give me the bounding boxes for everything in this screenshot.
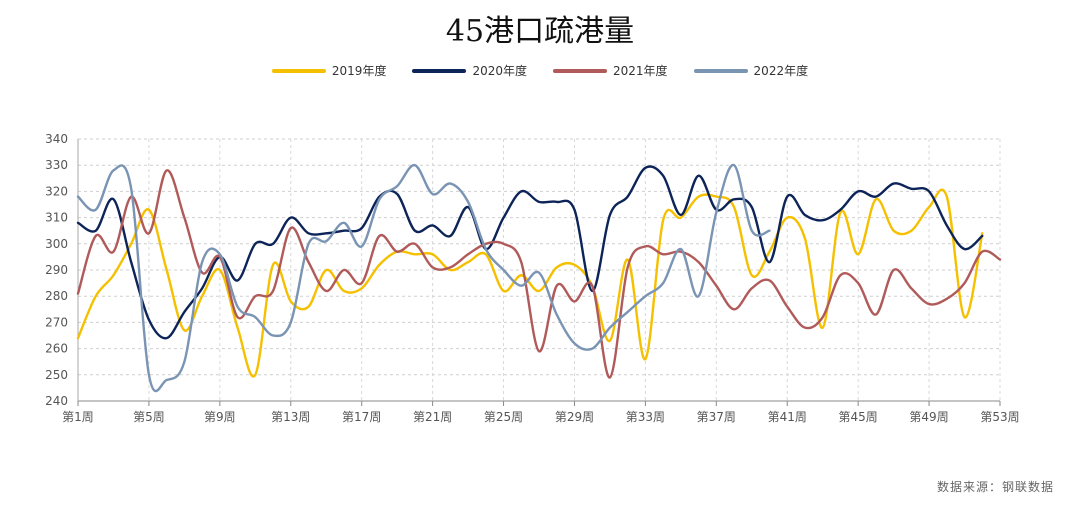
x-tick-label: 第13周 [271, 410, 310, 424]
series-line-2019 [76, 188, 984, 378]
y-tick-label: 250 [45, 368, 68, 382]
x-tick-label: 第49周 [909, 410, 948, 424]
x-tick-label: 第33周 [626, 410, 665, 424]
series-lines [76, 163, 1002, 393]
legend-item-2021[interactable]: 2021年度 [553, 62, 668, 79]
legend-label-2021: 2021年度 [613, 64, 668, 78]
y-tick-label: 240 [45, 394, 68, 408]
x-tick-label: 第45周 [839, 410, 878, 424]
x-tick-label: 第1周 [62, 410, 94, 424]
data-source-note: 数据来源：钢联数据 [936, 480, 1054, 494]
legend-item-2022[interactable]: 2022年度 [693, 62, 809, 79]
x-tick-label: 第21周 [413, 410, 452, 424]
y-tick-label: 320 [45, 184, 68, 198]
x-tick-label: 第37周 [697, 410, 736, 424]
series-line-2020 [76, 165, 984, 340]
x-tick-label: 第53周 [980, 410, 1019, 424]
chart-title: 45港口疏港量 [445, 14, 635, 49]
legend-swatch-2022 [693, 68, 748, 73]
y-tick-label: 330 [45, 158, 68, 172]
legend-label-2020: 2020年度 [472, 64, 527, 78]
legend-label-2022: 2022年度 [753, 64, 809, 78]
x-tick-label: 第29周 [555, 410, 594, 424]
y-tick-label: 280 [45, 289, 68, 303]
x-tick-label: 第5周 [133, 410, 165, 424]
legend-item-2019[interactable]: 2019年度 [271, 62, 387, 79]
y-tick-label: 340 [45, 132, 68, 146]
y-tick-label: 310 [45, 211, 68, 225]
legend: 2019年度 2020年度 2021年度 2022年度 [0, 62, 1080, 79]
series-line-2022 [76, 163, 771, 393]
series-line-2021 [76, 169, 1002, 379]
legend-item-2020[interactable]: 2020年度 [412, 62, 527, 79]
legend-swatch-2020 [412, 68, 467, 73]
x-tick-label: 第25周 [484, 410, 523, 424]
x-tick-label: 第17周 [342, 410, 381, 424]
x-tick-label: 第41周 [768, 410, 807, 424]
legend-label-2019: 2019年度 [331, 64, 387, 78]
y-tick-label: 290 [45, 263, 68, 277]
y-tick-label: 260 [45, 342, 68, 356]
legend-swatch-2019 [271, 68, 326, 73]
y-tick-label: 270 [45, 315, 68, 329]
axes: 240 250 260 270 280 290 300 310 320 330 340 第1周 第5周 第… [45, 132, 1020, 424]
legend-swatch-2021 [553, 68, 607, 73]
x-tick-label: 第9周 [204, 410, 236, 424]
y-tick-label: 300 [45, 237, 68, 251]
